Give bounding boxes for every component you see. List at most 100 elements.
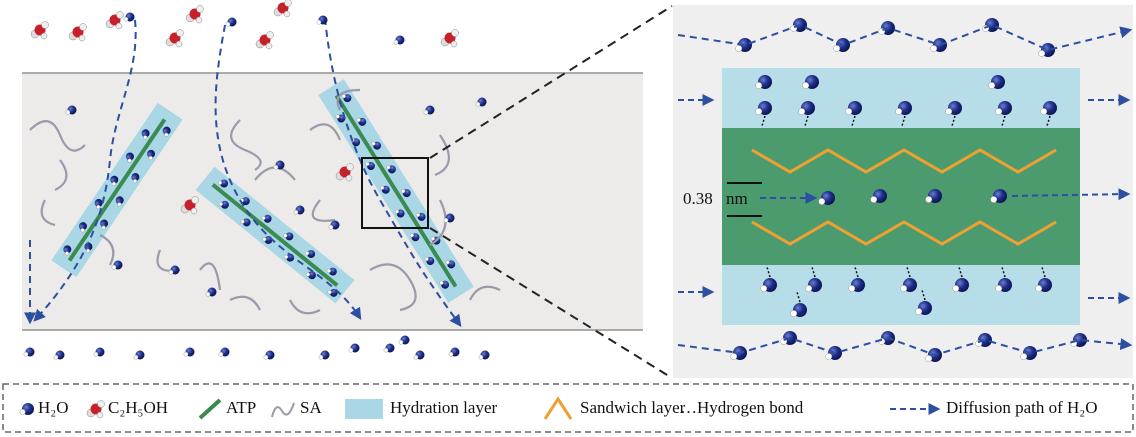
h2o-molecule [307,249,316,258]
h2o-molecule [220,179,229,188]
legend-label: C₂H₅OH [108,398,168,417]
legend: H₂O C₂H₅OH ATP SA Hydration layer Sandwich la… [19,396,1098,420]
legend-atp [198,398,222,420]
hydrogen-atom [995,285,1003,292]
sa-chain [369,263,417,312]
hydrogen-atom [205,291,211,297]
h2o-molecule [63,245,72,254]
hydrogen-atom [1040,108,1048,115]
diffusion-path [33,19,137,322]
hydrogen-atom [240,219,245,224]
hydrogen-atom [383,347,389,353]
ethanol-atom [176,29,184,37]
legend-label: …Hydrogen bond [680,398,804,417]
hydrogen-atom [925,196,933,203]
hydrogen-bond [1046,115,1051,127]
ethanol-atom [41,21,49,29]
hydrogen-atom [365,161,370,167]
h2o-molecule [241,197,250,206]
hydrogen-bond [811,266,816,278]
hydrogen-atom [430,236,435,241]
atp-fiber [211,183,339,287]
hydrogen-atom [900,285,908,292]
h2o-molecule [328,267,337,276]
ethanol-atom [345,174,353,182]
hydrogen-atom [755,108,763,115]
atp-fiber [334,94,458,288]
h2o-molecule [100,219,109,228]
sa-chain [309,123,342,141]
zoom-line [429,5,673,159]
h2o-molecule [162,126,171,135]
hydrogen-atom [335,114,340,119]
hydrogen-bond [906,266,911,278]
hydrogen-atom [805,285,813,292]
right-panel [677,18,1133,362]
hydrogen-atom [475,101,481,107]
hydrogen-atom [371,141,376,146]
hydrogen-atom [1035,285,1043,292]
h2o-molecule [242,218,251,227]
hydrogen-atom [123,16,129,22]
hydrogen-atom [401,189,406,194]
hydrogen-atom [413,354,419,360]
ethanol-atom [451,29,459,37]
legend-label: Hydration layer [390,398,497,417]
zoom-line [429,227,673,379]
ethanol-atom [190,207,198,215]
hydrogen-atom [755,82,763,89]
ethanol-atom [196,5,204,13]
hydrogen-atom [952,285,960,292]
hydrogen-atom [327,290,332,295]
hydrogen-atom [386,165,391,170]
hydrogen-atom [448,351,454,357]
hydrogen-atom [393,39,399,45]
hydrogen-atom [409,233,414,238]
hydrogen-atom [423,109,429,115]
hydrogen-atom [148,155,153,161]
hydrogen-bond [1001,266,1006,278]
sa-chain [40,199,56,227]
diffusion-path [214,24,362,321]
hydrogen-bond [766,266,771,278]
h2o-molecule [78,222,87,231]
hydrogen-atom [111,181,116,186]
hydrogen-atom [735,45,743,52]
hydrogen-atom [424,256,429,262]
sa-chain [336,88,361,111]
hydrogen-atom [218,351,224,357]
hydrogen-atom [183,351,189,357]
hydrogen-atom [96,204,101,210]
hydrogen-atom [394,209,400,214]
hydrogen-bond [804,115,809,127]
atp-rod [195,166,355,304]
ethanol-atom [40,32,48,40]
hydrogen-atom [995,108,1003,115]
hydrogen-atom [23,351,29,357]
h2o-molecule [115,196,124,205]
left-panel [23,0,501,360]
sandwich-line [751,148,1057,174]
ethanol-atom [175,40,183,48]
ethanol-atom [266,31,274,39]
legend-hydration [345,399,383,419]
ethanol-atom [450,40,458,48]
hydrogen-atom [915,308,923,315]
hydrogen-atom [445,260,450,265]
rods [51,79,474,304]
sa-chain [230,119,262,171]
hydrogen-atom [398,339,404,345]
h2o-molecule [94,198,103,207]
legend-label: SA [300,398,322,417]
hydrogen-atom [478,354,484,360]
hydrogen-atom [925,355,933,362]
hydrogen-atom [415,212,421,217]
hydrogen-atom [356,117,361,122]
hydrogen-atom [284,254,289,259]
hydrogen-atom [802,82,810,89]
ethanol-atom [115,22,123,30]
h2o-molecule [147,149,156,158]
hydrogen-bond [921,289,926,301]
h2o-molecule [220,200,229,209]
